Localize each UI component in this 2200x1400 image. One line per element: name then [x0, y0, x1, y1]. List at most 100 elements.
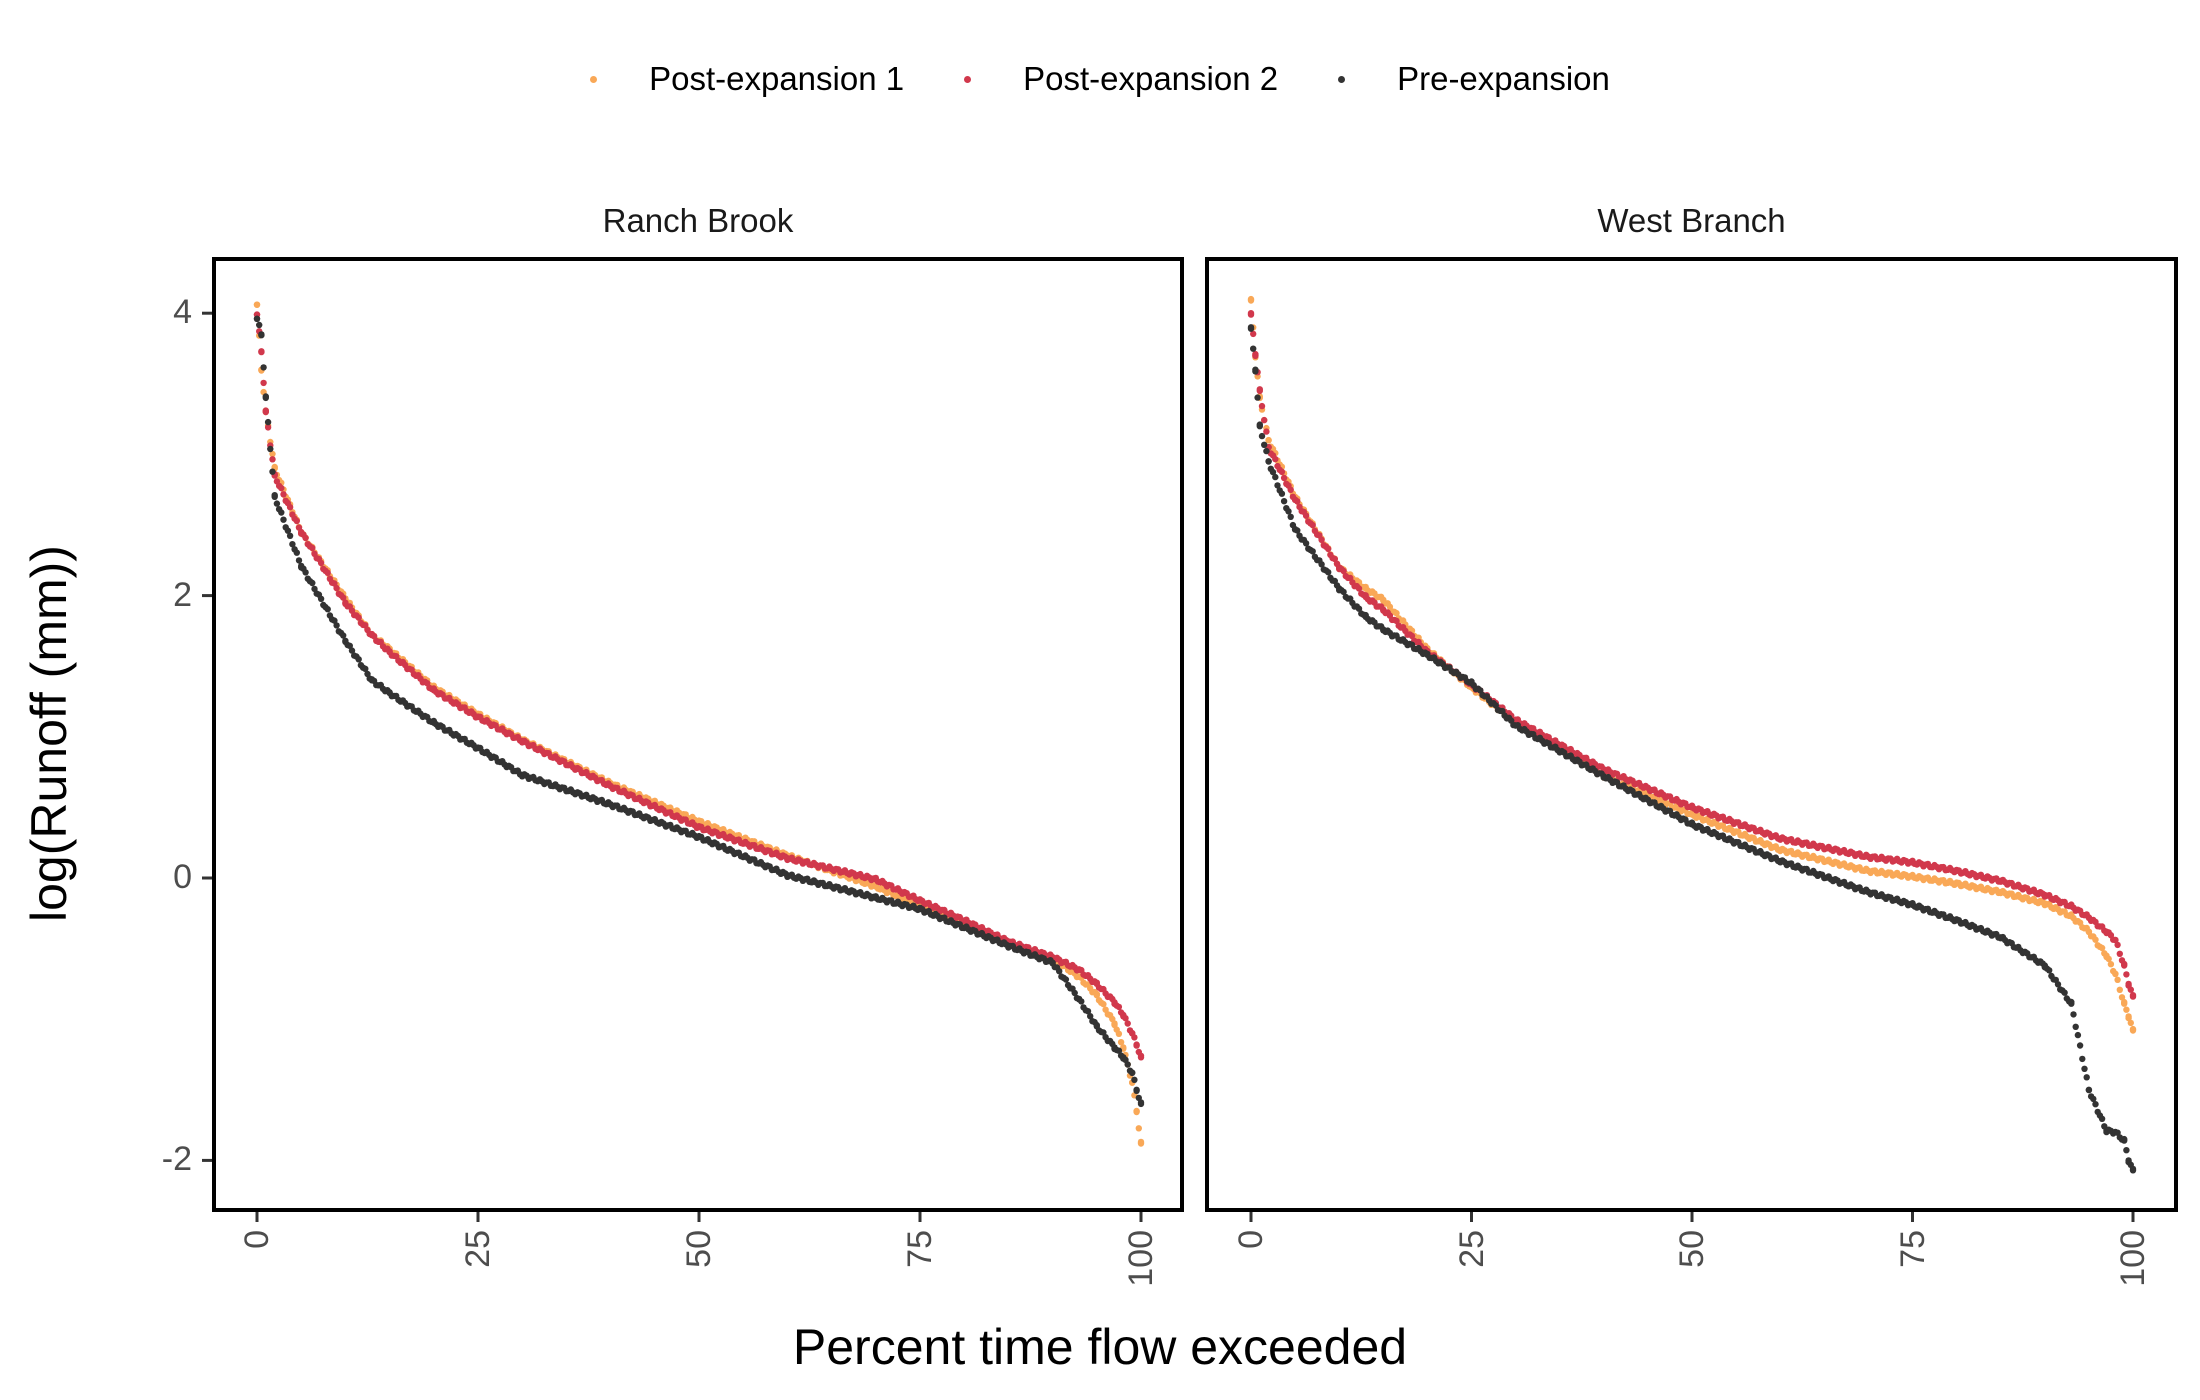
data-point	[2092, 936, 2099, 943]
data-point	[2112, 970, 2119, 977]
panel-border	[1205, 257, 2178, 1212]
data-point	[271, 492, 278, 499]
legend-label: Post-expansion 1	[649, 60, 905, 97]
data-point	[1078, 998, 1085, 1005]
data-point	[1129, 1069, 1136, 1076]
data-point	[1309, 548, 1316, 555]
x-tick-label: 100	[1122, 1230, 1160, 1287]
data-point	[2129, 1165, 2137, 1173]
data-point	[2079, 1055, 2086, 1063]
data-point	[2074, 1031, 2082, 1039]
data-point	[2114, 941, 2121, 949]
data-point	[2046, 967, 2053, 974]
data-point	[2127, 1019, 2134, 1027]
data-point	[1325, 569, 1332, 576]
data-point	[1340, 588, 1347, 596]
data-point	[1408, 632, 1416, 640]
data-point	[2127, 986, 2134, 993]
data-point	[1272, 473, 1279, 481]
data-point	[1278, 490, 1286, 497]
legend-marker-icon	[590, 75, 598, 83]
data-point	[2054, 981, 2062, 988]
data-point	[280, 491, 287, 498]
data-point	[260, 364, 267, 371]
x-tick-label: 0	[238, 1230, 276, 1249]
y-axis-title: log(Runoff (mm))	[21, 545, 77, 923]
data-point	[1093, 1021, 1101, 1029]
data-point	[260, 379, 267, 387]
data-point	[2090, 1095, 2097, 1103]
data-point	[1261, 441, 1268, 448]
data-point	[302, 569, 309, 576]
legend-item-post-expansion-2: Post-expansion 2	[964, 60, 1278, 98]
data-point	[289, 541, 296, 548]
data-point	[295, 524, 303, 531]
data-point	[324, 606, 331, 613]
series-post-expansion-1	[1247, 295, 2137, 1034]
data-point	[2092, 1101, 2099, 1108]
data-point	[293, 517, 300, 525]
data-point	[1100, 1000, 1107, 1008]
data-point	[1393, 617, 1400, 625]
data-point	[1287, 486, 1294, 493]
data-point	[1131, 1034, 1138, 1041]
data-point	[1109, 1015, 1116, 1023]
data-point	[1115, 1003, 1123, 1011]
data-point	[284, 527, 292, 534]
x-tick-label: 0	[1232, 1230, 1270, 1249]
data-point	[1263, 428, 1270, 435]
data-point	[1131, 1076, 1138, 1084]
data-point	[1247, 295, 1255, 303]
data-point	[2125, 1014, 2132, 1022]
data-point	[317, 595, 325, 602]
data-point	[355, 614, 362, 621]
data-point	[253, 301, 261, 308]
legend: Post-expansion 1 Post-expansion 2 Pre-ex…	[0, 60, 2200, 98]
data-point	[2121, 1135, 2128, 1143]
data-point	[267, 445, 274, 453]
data-point	[1258, 402, 1266, 410]
data-point	[273, 500, 281, 507]
data-point	[2129, 992, 2137, 999]
data-point	[2085, 1086, 2093, 1094]
data-point	[2123, 1006, 2130, 1013]
data-point	[2072, 1023, 2079, 1030]
data-point	[309, 579, 316, 587]
data-point	[2114, 976, 2121, 983]
y-tick-label: 2	[173, 575, 192, 614]
data-point	[1137, 1099, 1145, 1106]
legend-marker-icon	[1338, 75, 1346, 83]
data-point	[1263, 447, 1270, 455]
data-point	[2081, 1065, 2088, 1073]
data-point	[1133, 1087, 1140, 1095]
data-point	[262, 407, 269, 414]
data-point	[1280, 474, 1288, 482]
y-tick-label: -2	[161, 1140, 192, 1179]
data-point	[1056, 968, 1063, 975]
data-point	[2116, 986, 2123, 993]
data-point	[1109, 995, 1116, 1003]
data-point	[2118, 994, 2126, 1001]
data-point	[1287, 513, 1294, 520]
data-point	[1124, 1020, 1131, 1027]
data-point	[2123, 971, 2130, 978]
series-pre-expansion	[1247, 324, 2137, 1174]
data-point	[2121, 960, 2128, 968]
data-point	[362, 665, 369, 672]
series-post-expansion-1	[253, 301, 1145, 1147]
data-point	[1333, 560, 1341, 567]
data-point	[264, 418, 272, 426]
data-point	[1355, 585, 1363, 592]
data-point	[1333, 582, 1341, 589]
data-point	[355, 656, 362, 663]
data-point	[1247, 310, 1255, 317]
data-point	[2061, 989, 2068, 996]
data-point	[1109, 1040, 1116, 1048]
panel-border	[212, 257, 1184, 1212]
data-point	[269, 468, 276, 475]
data-point	[1254, 394, 1261, 401]
data-point	[295, 557, 303, 564]
data-point	[286, 504, 294, 511]
data-point	[253, 315, 261, 322]
